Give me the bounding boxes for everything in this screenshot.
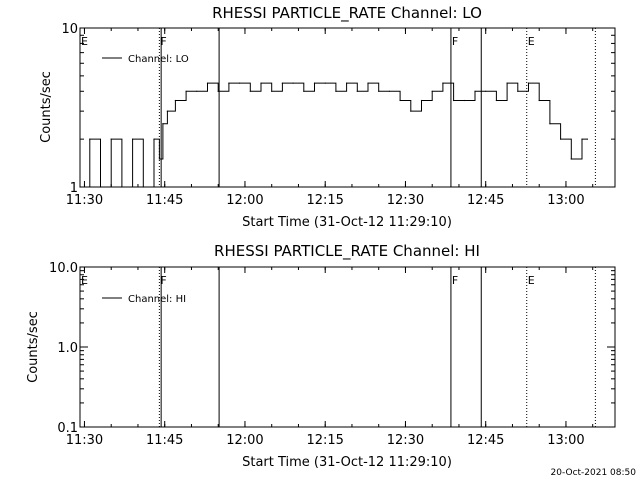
data-point: [538, 99, 540, 102]
data-point: [495, 99, 497, 102]
data-point: [217, 90, 219, 92]
data-point: [292, 82, 294, 84]
plot-frame: [79, 27, 616, 188]
data-point: [463, 99, 465, 102]
data-point: [303, 90, 305, 92]
data-point: [324, 82, 326, 84]
y-axis-label: Counts/sec: [39, 71, 54, 143]
annotation-label: F: [160, 35, 166, 48]
data-point: [506, 82, 508, 84]
data-point: [420, 99, 423, 102]
y-tick-label: 10: [61, 22, 78, 37]
data-point: [132, 138, 134, 140]
x-tick-label: 12:00: [226, 193, 263, 208]
y-tick-label: 10.0: [49, 261, 78, 276]
data-point: [431, 90, 433, 92]
data-point: [260, 82, 262, 84]
data-point: [378, 90, 380, 92]
x-tick-label: 11:45: [146, 433, 183, 448]
annotation-label: F: [452, 35, 458, 48]
data-point: [313, 82, 316, 84]
legend: Channel: HI: [102, 294, 186, 305]
x-tick-label: 12:15: [306, 193, 343, 208]
data-point: [335, 90, 337, 92]
data-point: [399, 99, 401, 102]
y-tick-label: 0.1: [57, 421, 78, 436]
x-axis-label: Start Time (31-Oct-12 11:29:10): [242, 455, 452, 470]
x-tick-label: 12:45: [467, 193, 504, 208]
panel-title: RHESSI PARTICLE_RATE Channel: LO: [212, 4, 482, 23]
data-point: [153, 138, 155, 140]
data-point: [158, 158, 160, 160]
data-point: [110, 138, 112, 140]
annotation-label: E: [528, 35, 535, 48]
data-point: [249, 90, 251, 92]
legend: Channel: LO: [102, 54, 189, 65]
data-point: [586, 138, 589, 140]
data-point: [453, 99, 455, 102]
y-axis-label: Counts/sec: [26, 311, 41, 383]
panel-title: RHESSI PARTICLE_RATE Channel: HI: [214, 242, 480, 261]
data-point: [228, 82, 230, 84]
footer-timestamp: 20-Oct-2021 08:50: [551, 468, 637, 478]
x-tick-label: 12:30: [387, 193, 424, 208]
data-point: [162, 123, 164, 125]
data-point: [185, 90, 187, 92]
data-point: [527, 82, 530, 84]
data-point: [388, 90, 390, 92]
data-point: [346, 82, 348, 84]
annotation-label: E: [81, 274, 88, 287]
data-point: [410, 110, 412, 112]
data-point: [560, 138, 562, 140]
data-point: [166, 110, 168, 112]
data-point: [206, 82, 209, 84]
legend-label: Channel: LO: [128, 54, 189, 65]
data-point: [474, 90, 476, 92]
data-point: [174, 99, 176, 102]
y-tick-label: 1.0: [57, 341, 78, 356]
data-point: [549, 123, 551, 125]
x-tick-label: 12:00: [226, 433, 263, 448]
annotation-label: E: [81, 35, 88, 48]
data-point: [281, 82, 283, 84]
data-point: [196, 90, 198, 92]
x-tick-label: 13:00: [547, 433, 584, 448]
x-tick-label: 11:45: [146, 193, 183, 208]
lo-channel-panel: RHESSI PARTICLE_RATE Channel: LO Start T…: [39, 4, 616, 230]
data-point: [581, 138, 583, 140]
data-point: [367, 82, 369, 84]
x-tick-label: 12:45: [467, 433, 504, 448]
annotation-label: E: [528, 274, 535, 287]
data-point: [570, 158, 572, 160]
data-point: [356, 90, 358, 92]
legend-label: Channel: HI: [128, 294, 186, 305]
annotation-label: F: [160, 274, 166, 287]
x-tick-label: 11:30: [66, 433, 103, 448]
plot-frame: [79, 266, 616, 428]
data-point: [89, 138, 91, 140]
data-point: [485, 90, 487, 92]
y-tick-label: 1: [70, 181, 78, 196]
annotation-label: F: [452, 274, 458, 287]
x-tick-label: 11:30: [66, 193, 103, 208]
data-point: [271, 90, 273, 92]
data-point: [517, 90, 519, 92]
x-tick-label: 13:00: [547, 193, 584, 208]
x-tick-label: 12:30: [387, 433, 424, 448]
data-point: [442, 82, 444, 84]
hi-channel-panel: RHESSI PARTICLE_RATE Channel: HI Start T…: [26, 242, 616, 470]
x-tick-label: 12:15: [306, 433, 343, 448]
data-point: [239, 82, 241, 84]
x-axis-label: Start Time (31-Oct-12 11:29:10): [242, 215, 452, 230]
